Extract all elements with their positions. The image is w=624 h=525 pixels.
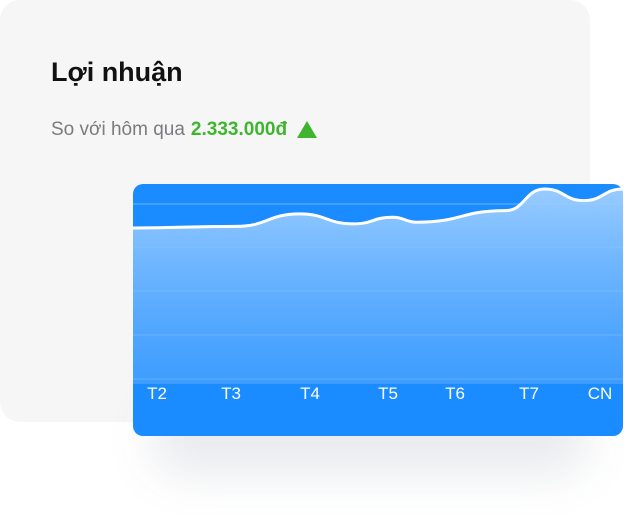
- x-tick-label: T3: [221, 384, 241, 403]
- triangle-up-icon: [297, 120, 318, 138]
- x-tick-label: T6: [445, 384, 465, 403]
- x-tick-label: T7: [519, 384, 539, 403]
- profit-chart: T2 T3 T4 T5 T6 T7 CN: [133, 184, 623, 436]
- x-tick-label: CN: [588, 384, 613, 403]
- compare-value: 2.333.000đ: [190, 119, 288, 140]
- chart-area: [133, 189, 623, 384]
- chart-line: [133, 187, 623, 230]
- card-title: Lợi nhuận: [51, 57, 183, 87]
- compare-label: So với hôm qua: [51, 119, 185, 140]
- compare-row: So với hôm qua 2.333.000đ: [51, 116, 318, 144]
- chart-svg: T2 T3 T4 T5 T6 T7 CN: [133, 187, 623, 403]
- x-tick-label: T4: [300, 384, 320, 403]
- x-axis-ticks: T2 T3 T4 T5 T6 T7 CN: [147, 384, 612, 403]
- x-tick-label: T2: [147, 384, 167, 403]
- x-tick-label: T5: [378, 384, 398, 403]
